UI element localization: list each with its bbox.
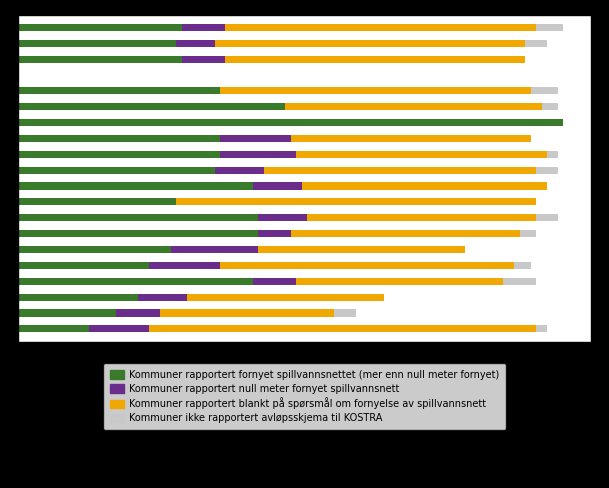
Bar [297,278,504,285]
Bar [515,262,531,269]
Bar [541,103,558,110]
Bar [291,135,531,142]
Bar [225,24,536,31]
Bar [258,246,465,253]
Bar [18,40,177,47]
Bar [182,24,225,31]
Bar [18,56,182,62]
Bar [18,119,563,126]
Bar [149,262,220,269]
Bar [307,214,536,222]
Bar [536,24,563,31]
Bar [18,135,220,142]
Bar [89,325,149,332]
Bar [18,166,214,174]
Bar [138,294,188,301]
Legend: Kommuner rapportert fornyet spillvannsnettet (mer enn null meter fornyet), Kommu: Kommuner rapportert fornyet spillvannsne… [103,363,506,430]
Bar [116,309,160,317]
Bar [291,230,520,237]
Bar [18,151,220,158]
Bar [286,103,541,110]
Bar [220,87,531,94]
Bar [182,56,225,62]
Bar [18,198,177,205]
Bar [264,166,536,174]
Bar [531,87,558,94]
Bar [177,198,536,205]
Bar [253,278,297,285]
Bar [18,246,171,253]
Bar [547,151,558,158]
Bar [220,151,297,158]
Bar [18,214,258,222]
Bar [18,87,220,94]
Bar [334,309,356,317]
Bar [18,262,149,269]
Bar [18,103,286,110]
Bar [526,40,547,47]
Bar [225,56,526,62]
Bar [214,40,526,47]
Bar [18,230,258,237]
Bar [177,40,214,47]
Bar [253,183,302,190]
Bar [18,325,89,332]
Bar [504,278,536,285]
Bar [297,151,547,158]
Bar [149,325,536,332]
Bar [258,230,291,237]
Bar [214,166,264,174]
Bar [536,325,547,332]
Bar [536,166,558,174]
Bar [220,262,515,269]
Bar [302,183,547,190]
Bar [188,294,384,301]
Bar [18,183,253,190]
Bar [18,294,138,301]
Bar [18,24,182,31]
Bar [18,309,116,317]
Bar [18,278,253,285]
Bar [520,230,536,237]
Bar [258,214,307,222]
Bar [160,309,334,317]
Bar [536,214,558,222]
Bar [220,135,291,142]
Bar [171,246,258,253]
